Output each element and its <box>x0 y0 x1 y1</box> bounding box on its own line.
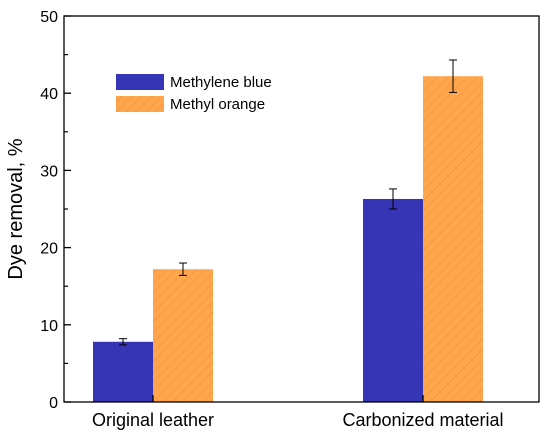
y-tick-label: 40 <box>40 86 58 103</box>
legend-label: Methylene blue <box>170 74 272 91</box>
bar-hatch <box>153 269 213 402</box>
bar-hatch <box>423 76 483 402</box>
y-tick-label: 10 <box>40 318 58 335</box>
y-tick-label: 50 <box>40 9 58 26</box>
y-axis-title: Dye removal, % <box>5 138 27 279</box>
legend-label: Methyl orange <box>170 96 265 113</box>
x-tick-label: Original leather <box>92 410 214 430</box>
y-tick-label: 20 <box>40 241 58 258</box>
bar <box>93 341 153 402</box>
x-tick-label: Carbonized material <box>342 410 503 430</box>
bar <box>363 198 423 402</box>
y-tick-label: 30 <box>40 163 58 180</box>
legend-swatch-hatch <box>116 96 164 112</box>
legend: Methylene blue Methyl orange <box>116 74 272 113</box>
legend-swatch <box>116 74 164 90</box>
ticks-layer: 0 10 20 30 40 50 Original leather Carbonized ma… <box>40 9 503 430</box>
y-tick-label: 0 <box>49 395 58 412</box>
bars-layer <box>93 59 483 402</box>
